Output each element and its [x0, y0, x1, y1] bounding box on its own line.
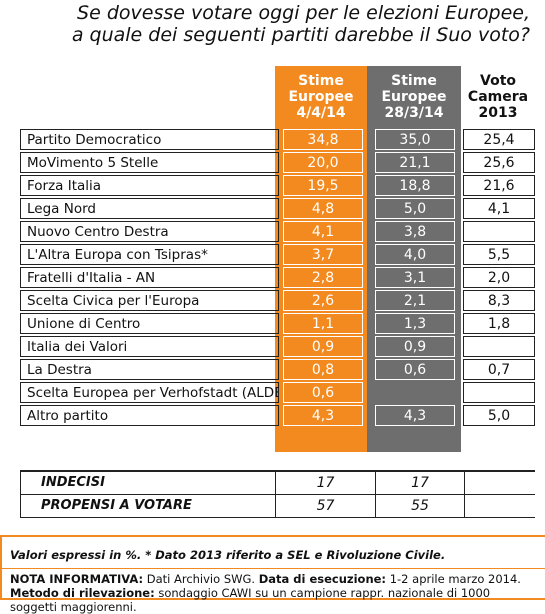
value-cell: 20,0	[283, 152, 363, 173]
table-row: MoVimento 5 Stelle 20,0 21,1 25,6	[20, 151, 535, 174]
table-row: Lega Nord 4,8 5,0 4,1	[20, 197, 535, 220]
summary-value: 55	[375, 495, 465, 517]
value-cell: 1,8	[463, 313, 535, 334]
notes-info: NOTA INFORMATIVA: Dati Archivio SWG. Dat…	[2, 569, 545, 614]
summary-value: 17	[275, 472, 375, 494]
value-cell: 19,5	[283, 175, 363, 196]
value-cell: 2,6	[283, 290, 363, 311]
value-cell: 0,7	[463, 359, 535, 380]
summary-label: INDECISI	[20, 472, 275, 494]
party-name: Lega Nord	[20, 198, 279, 219]
summary-label: PROPENSI A VOTARE	[20, 495, 275, 517]
party-name: Altro partito	[20, 405, 279, 426]
summary-row-propensi: PROPENSI A VOTARE 57 55	[20, 495, 535, 517]
table-row: Scelta Europea per Verhofstadt (ALDE) 0,6	[20, 381, 535, 404]
party-name: Unione di Centro	[20, 313, 279, 334]
value-cell: 25,4	[463, 129, 535, 150]
value-cell: 2,0	[463, 267, 535, 288]
value-cell: 0,8	[283, 359, 363, 380]
table-row: Scelta Civica per l'Europa 2,6 2,1 8,3	[20, 289, 535, 312]
summary-table: INDECISI 17 17 PROPENSI A VOTARE 57 55	[20, 470, 535, 518]
notes-values-line: Valori espressi in %. * Dato 2013 riferi…	[10, 548, 446, 562]
value-cell: 0,9	[283, 336, 363, 357]
value-cell: 1,3	[375, 313, 455, 334]
title-line-2: a quale dei seguenti partiti darebbe il …	[71, 24, 530, 46]
value-cell: 0,6	[283, 382, 363, 403]
party-name: Scelta Europea per Verhofstadt (ALDE)	[20, 382, 279, 403]
value-cell: 8,3	[463, 290, 535, 311]
table-row: Fratelli d'Italia - AN 2,8 3,1 2,0	[20, 266, 535, 289]
value-cell: 5,5	[463, 244, 535, 265]
value-cell	[463, 382, 535, 403]
column-header-stime-4-4: Stime Europee 4/4/14	[288, 73, 354, 121]
value-cell: 0,6	[375, 359, 455, 380]
value-cell: 4,8	[283, 198, 363, 219]
value-cell: 4,0	[375, 244, 455, 265]
notes-box: Valori espressi in %. * Dato 2013 riferi…	[0, 535, 545, 614]
method-label: Metodo di rilevazione:	[10, 586, 155, 600]
value-cell: 21,6	[463, 175, 535, 196]
value-cell	[463, 336, 535, 357]
notes-divider	[2, 568, 545, 569]
value-cell: 4,3	[375, 405, 455, 426]
value-cell	[463, 221, 535, 242]
table-row: Italia dei Valori 0,9 0,9	[20, 335, 535, 358]
party-name: Italia dei Valori	[20, 336, 279, 357]
value-cell: 25,6	[463, 152, 535, 173]
table-row: L'Altra Europa con Tsipras* 3,7 4,0 5,5	[20, 243, 535, 266]
summary-value: 57	[275, 495, 375, 517]
party-name: Fratelli d'Italia - AN	[20, 267, 279, 288]
party-name: La Destra	[20, 359, 279, 380]
value-cell: 21,1	[375, 152, 455, 173]
table-row: Nuovo Centro Destra 4,1 3,8	[20, 220, 535, 243]
value-cell: 3,7	[283, 244, 363, 265]
value-cell: 5,0	[375, 198, 455, 219]
value-cell: 35,0	[375, 129, 455, 150]
value-cell: 18,8	[375, 175, 455, 196]
exec-label: Data di esecuzione:	[258, 572, 387, 586]
party-name: Partito Democratico	[20, 129, 279, 150]
summary-row-indecisi: INDECISI 17 17	[20, 472, 535, 495]
party-name: Scelta Civica per l'Europa	[20, 290, 279, 311]
results-table: Partito Democratico 34,8 35,0 25,4 MoVimento…	[20, 128, 535, 427]
value-cell	[375, 382, 455, 403]
value-cell: 0,9	[375, 336, 455, 357]
table-row: Altro partito 4,3 4,3 5,0	[20, 404, 535, 427]
table-row: Partito Democratico 34,8 35,0 25,4	[20, 128, 535, 151]
value-cell: 4,3	[283, 405, 363, 426]
exec-value: 1-2 aprile marzo 2014.	[386, 572, 521, 586]
table-row: Forza Italia 19,5 18,8 21,6	[20, 174, 535, 197]
column-header-voto-camera: Voto Camera 2013	[467, 73, 529, 121]
value-cell: 4,1	[463, 198, 535, 219]
value-cell: 3,8	[375, 221, 455, 242]
value-cell: 34,8	[283, 129, 363, 150]
party-name: L'Altra Europa con Tsipras*	[20, 244, 279, 265]
info-label: NOTA INFORMATIVA:	[10, 572, 144, 586]
party-name: Forza Italia	[20, 175, 279, 196]
table-row: La Destra 0,8 0,6 0,7	[20, 358, 535, 381]
value-cell: 2,8	[283, 267, 363, 288]
column-header-stime-28-3: Stime Europee 28/3/14	[381, 73, 447, 121]
value-cell: 2,1	[375, 290, 455, 311]
party-name: MoVimento 5 Stelle	[20, 152, 279, 173]
value-cell: 4,1	[283, 221, 363, 242]
column-band-stime-28-3	[367, 66, 461, 452]
table-row: Unione di Centro 1,1 1,3 1,8	[20, 312, 535, 335]
column-band-stime-4-4	[275, 66, 367, 452]
chart-title: Se dovesse votare oggi per le elezioni E…	[0, 2, 530, 46]
value-cell: 3,1	[375, 267, 455, 288]
info-source: Dati Archivio SWG.	[143, 572, 259, 586]
value-cell: 1,1	[283, 313, 363, 334]
title-line-1: Se dovesse votare oggi per le elezioni E…	[77, 2, 530, 24]
value-cell: 5,0	[463, 405, 535, 426]
party-name: Nuovo Centro Destra	[20, 221, 279, 242]
summary-value: 17	[375, 472, 465, 494]
